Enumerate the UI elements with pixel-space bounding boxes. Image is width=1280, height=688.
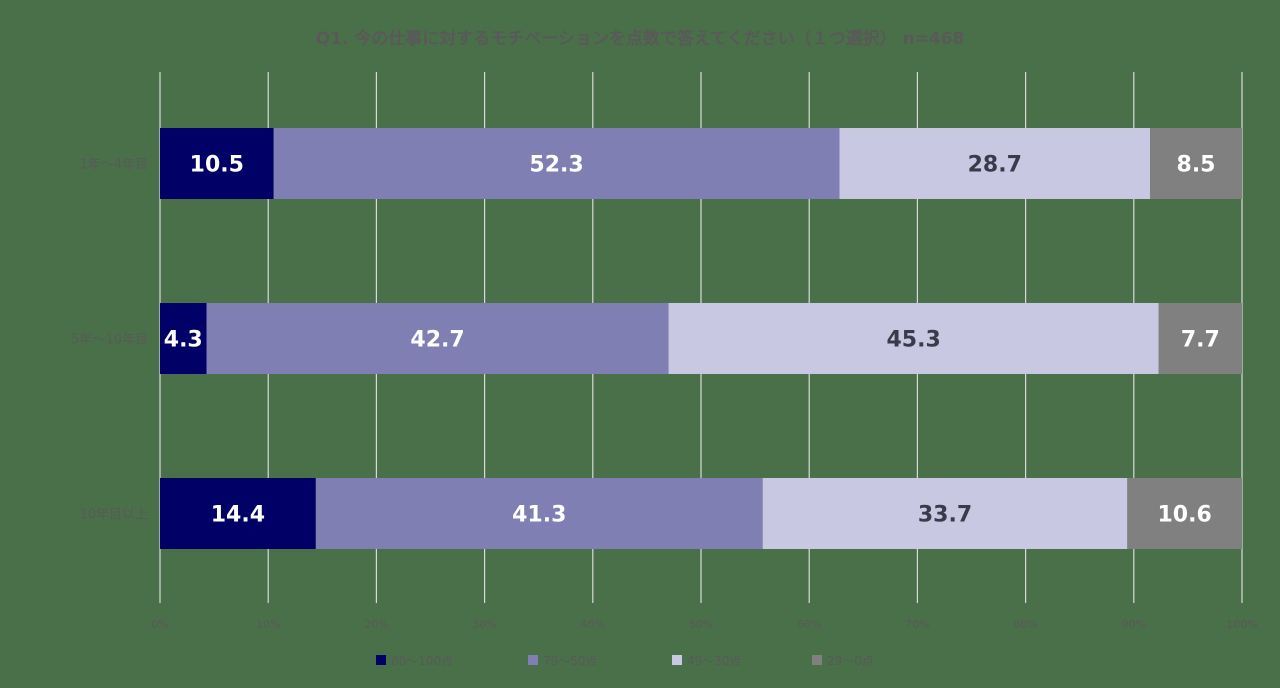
x-tick-label: 20% <box>364 618 388 631</box>
data-label: 33.7 <box>918 503 972 528</box>
legend: 80〜100点 79〜50点 49〜30点 29〜0点 <box>376 654 874 668</box>
x-tick-label: 80% <box>1013 618 1037 631</box>
x-tick-label: 100% <box>1226 618 1257 631</box>
bar-segment <box>160 303 207 374</box>
x-tick-label: 70% <box>905 618 929 631</box>
bar-segment <box>273 128 840 199</box>
bar-segment <box>668 303 1159 374</box>
legend-label: 80〜100点 <box>391 654 453 668</box>
data-label: 52.3 <box>529 153 583 178</box>
legend-swatch <box>672 655 682 665</box>
x-tick-label: 30% <box>472 618 496 631</box>
data-label: 14.4 <box>211 503 265 528</box>
data-label: 28.7 <box>968 153 1022 178</box>
x-tick-label: 10% <box>256 618 280 631</box>
bar-segment <box>315 478 763 549</box>
bar-segment <box>1158 303 1242 374</box>
x-tick-label: 40% <box>581 618 605 631</box>
legend-label: 49〜30点 <box>687 654 742 668</box>
bar-segment <box>160 128 274 199</box>
category-label: 5年〜10年目 <box>71 333 148 348</box>
category-label: 10年目以上 <box>79 508 148 523</box>
legend-swatch <box>528 655 538 665</box>
bars: 10.5 52.3 28.7 8.5 4.3 42.7 45.3 7.7 14.4 41.3 33.… <box>160 128 1242 549</box>
legend-label: 29〜0点 <box>827 654 874 668</box>
bar-segment <box>160 478 316 549</box>
bar-segment <box>1150 128 1242 199</box>
data-label: 42.7 <box>410 328 464 353</box>
x-tick-label: 0% <box>151 618 168 631</box>
data-label: 45.3 <box>886 328 940 353</box>
x-tick-label: 90% <box>1122 618 1146 631</box>
x-tick-label: 50% <box>689 618 713 631</box>
data-label: 41.3 <box>512 503 566 528</box>
legend-swatch <box>812 655 822 665</box>
bar-segment <box>206 303 669 374</box>
data-label: 10.5 <box>190 153 244 178</box>
category-labels: 1年〜4年目 5年〜10年目 10年目以上 <box>71 158 148 523</box>
chart-title: Q1. 今の仕事に対するモチベーションを点数で答えてください（１つ選択） n=4… <box>316 28 965 49</box>
bar-segment <box>762 478 1128 549</box>
bar-segment <box>1127 478 1242 549</box>
legend-swatch <box>376 655 386 665</box>
data-label: 10.6 <box>1158 503 1212 528</box>
data-label: 4.3 <box>164 328 203 353</box>
data-label: 8.5 <box>1177 153 1216 178</box>
data-label: 7.7 <box>1181 328 1220 353</box>
bar-segment <box>839 128 1151 199</box>
x-axis-ticks: 0% 10% 20% 30% 40% 50% 60% 70% 80% 90% 100% <box>151 618 1257 631</box>
x-tick-label: 60% <box>797 618 821 631</box>
category-label: 1年〜4年目 <box>79 158 148 173</box>
legend-label: 79〜50点 <box>543 654 598 668</box>
